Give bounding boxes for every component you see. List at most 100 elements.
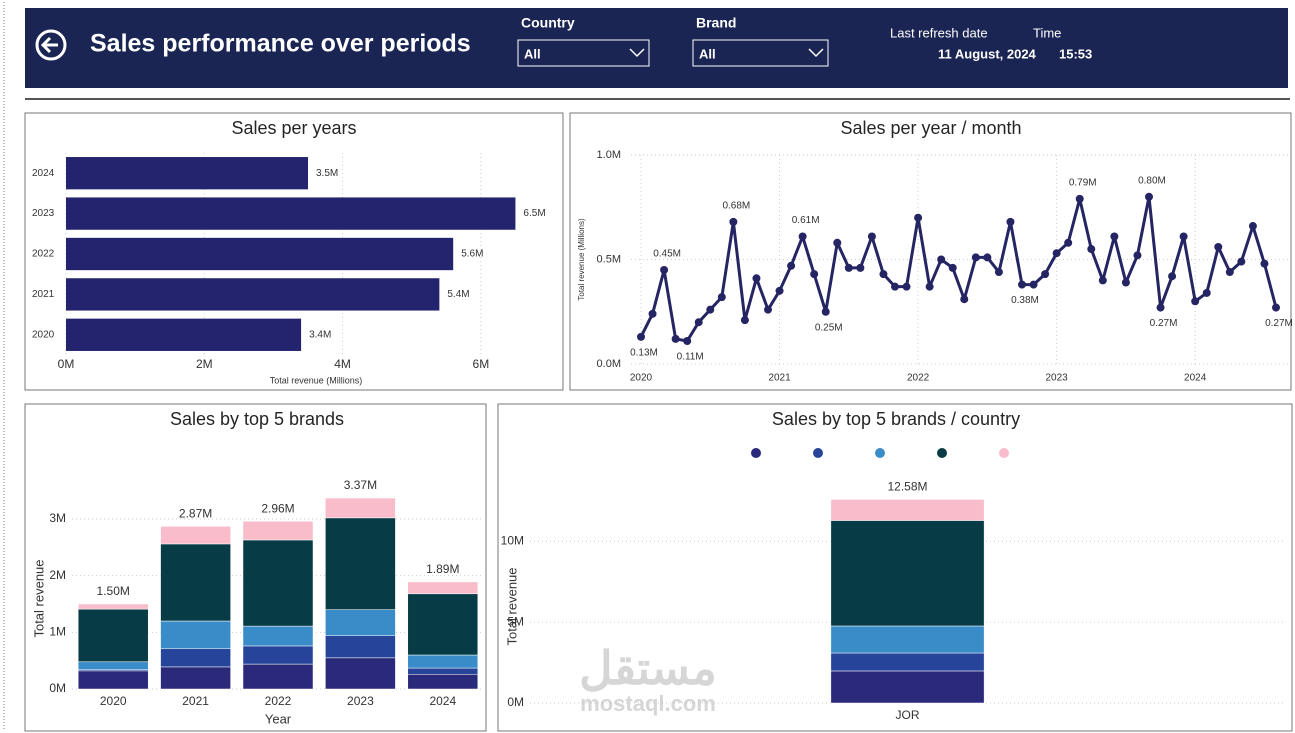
point bbox=[683, 337, 692, 346]
point bbox=[833, 238, 842, 247]
x-tick-label: 4M bbox=[334, 357, 351, 371]
point bbox=[856, 263, 865, 272]
total-label: 1.50M bbox=[97, 584, 130, 598]
legend-swatch bbox=[999, 448, 1009, 458]
point bbox=[740, 316, 749, 325]
y-tick-label: 2023 bbox=[32, 208, 55, 219]
time-value: 15:53 bbox=[1059, 46, 1092, 61]
point bbox=[994, 268, 1003, 277]
data-label: 0.13M bbox=[630, 347, 658, 358]
point bbox=[1018, 280, 1026, 289]
point bbox=[717, 293, 726, 302]
total-label: 2.96M bbox=[261, 501, 294, 515]
bar-segment bbox=[325, 517, 396, 610]
bar-segment bbox=[160, 543, 231, 622]
bar bbox=[66, 157, 308, 190]
y-tick-label: 5M bbox=[507, 614, 524, 628]
bar-segment bbox=[325, 609, 396, 636]
bar-segment bbox=[160, 620, 231, 650]
point bbox=[821, 307, 830, 316]
point bbox=[879, 270, 888, 279]
chevron[interactable] bbox=[629, 48, 645, 58]
y-tick-label: 10M bbox=[501, 533, 524, 547]
point bbox=[1156, 303, 1165, 312]
filter-label: Brand bbox=[696, 15, 736, 31]
back-arrow[interactable] bbox=[40, 36, 58, 54]
time-label: Time bbox=[1033, 25, 1061, 40]
bar-segment bbox=[242, 521, 314, 541]
data-label: 5.6M bbox=[461, 249, 483, 260]
y-tick-label: 0.0M bbox=[597, 358, 621, 370]
point bbox=[914, 213, 923, 222]
bar-segment bbox=[830, 670, 985, 704]
filter-dropdown[interactable] bbox=[692, 39, 829, 67]
header bbox=[25, 8, 1288, 88]
point bbox=[891, 282, 899, 291]
filter-value[interactable]: All bbox=[524, 46, 541, 61]
refresh-label: Last refresh date bbox=[890, 25, 988, 40]
point bbox=[637, 332, 645, 341]
data-label: 0.38M bbox=[1011, 295, 1039, 306]
data-label: 0.27M bbox=[1265, 318, 1293, 329]
bar-segment bbox=[77, 603, 149, 610]
bar-segment bbox=[242, 645, 314, 665]
chevron[interactable] bbox=[808, 48, 824, 58]
y-tick-label: 2020 bbox=[32, 329, 55, 340]
bar bbox=[66, 197, 516, 230]
point bbox=[752, 274, 761, 283]
refresh-date: 11 August, 2024 bbox=[938, 46, 1037, 61]
point bbox=[1248, 222, 1257, 231]
point bbox=[937, 255, 946, 264]
bar bbox=[66, 237, 454, 271]
back-button[interactable] bbox=[35, 29, 67, 61]
point bbox=[1260, 259, 1269, 268]
point bbox=[1006, 217, 1015, 226]
data-label: 0.79M bbox=[1069, 178, 1097, 189]
point bbox=[706, 305, 715, 314]
data-label: 0.68M bbox=[722, 201, 750, 212]
bar-segment bbox=[830, 652, 985, 672]
point bbox=[1064, 238, 1073, 247]
x-tick-label: 2024 bbox=[429, 694, 456, 708]
bar-segment bbox=[407, 667, 479, 675]
y-tick-label: 0M bbox=[49, 681, 66, 695]
point bbox=[1225, 268, 1234, 277]
point bbox=[729, 217, 738, 226]
point bbox=[1098, 276, 1107, 285]
chart-title: Sales by top 5 brands / country bbox=[772, 409, 1020, 429]
filter-value[interactable]: All bbox=[699, 46, 716, 61]
bar-segment bbox=[325, 657, 396, 690]
x-tick-label: 6M bbox=[473, 357, 490, 371]
y-tick-label: 2M bbox=[49, 568, 66, 582]
legend-swatch bbox=[875, 448, 885, 458]
point bbox=[925, 282, 934, 291]
point bbox=[660, 265, 669, 274]
point bbox=[1110, 232, 1119, 241]
x-tick-label: JOR bbox=[896, 708, 920, 722]
bar-segment bbox=[160, 526, 231, 545]
bar-segment bbox=[160, 648, 231, 668]
bar-segment bbox=[77, 608, 149, 663]
point bbox=[1029, 280, 1038, 289]
point bbox=[671, 334, 680, 343]
point bbox=[867, 232, 876, 241]
point bbox=[844, 263, 853, 272]
point bbox=[960, 295, 969, 304]
data-label: 3.5M bbox=[316, 168, 338, 179]
bar-segment bbox=[242, 663, 314, 690]
point bbox=[1075, 194, 1084, 203]
data-label: 0.45M bbox=[653, 249, 681, 260]
legend-swatch bbox=[937, 448, 947, 458]
point bbox=[1121, 278, 1130, 287]
filter-dropdown[interactable] bbox=[517, 39, 650, 67]
data-label: 0.27M bbox=[1150, 318, 1178, 329]
bar-segment bbox=[407, 674, 479, 690]
point bbox=[1133, 251, 1142, 260]
x-tick-label: 2020 bbox=[630, 373, 653, 384]
total-label: 2.87M bbox=[179, 507, 212, 521]
point bbox=[1041, 270, 1050, 279]
x-tick-label: 2020 bbox=[100, 694, 127, 708]
back-icon[interactable] bbox=[35, 29, 67, 61]
point bbox=[1202, 288, 1211, 297]
